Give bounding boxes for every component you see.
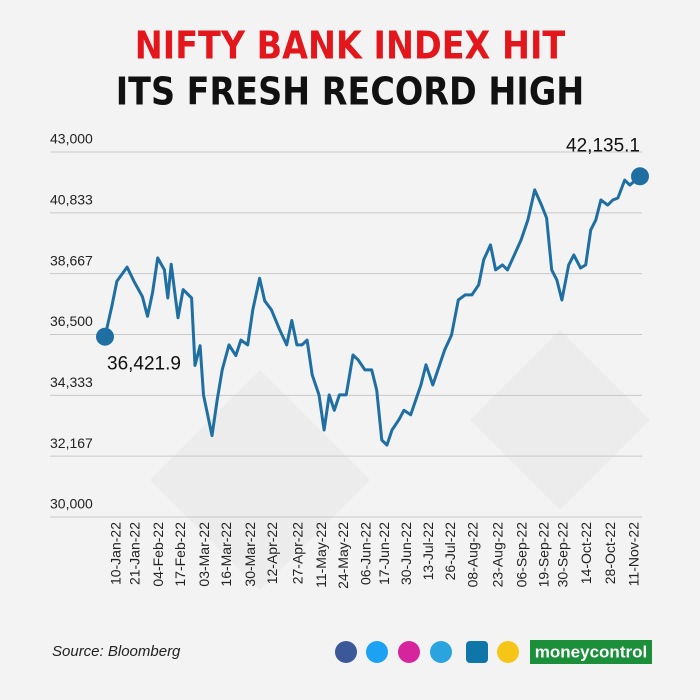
y-tick-label: 34,333	[50, 374, 93, 390]
y-tick-label: 38,667	[50, 252, 93, 268]
x-tick-label: 10-Jan-22	[108, 522, 124, 585]
icon	[430, 641, 452, 663]
x-tick-label: 14-Oct-22	[578, 522, 594, 584]
icon	[335, 641, 357, 663]
icon	[366, 641, 388, 663]
x-tick-label: 13-Jul-22	[420, 522, 436, 581]
brand-box	[530, 640, 652, 664]
end-marker	[631, 167, 649, 186]
value-label: 42,135.1	[566, 135, 640, 156]
x-tick-label: 11-May-22	[313, 522, 329, 588]
x-tick-label: 23-Aug-22	[490, 522, 506, 588]
x-tick-label: 06-Jun-22	[357, 522, 373, 585]
x-tick-label: 27-Apr-22	[289, 522, 305, 584]
y-tick-label: 43,000	[50, 131, 93, 147]
x-tick-label: 28-Oct-22	[602, 522, 618, 584]
icon	[398, 641, 420, 663]
x-tick-label: 06-Sep-22	[514, 522, 530, 588]
y-tick-label: 30,000	[50, 496, 93, 512]
x-tick-label: 30-Jun-22	[398, 522, 414, 585]
icon	[497, 641, 519, 663]
bg-shape	[470, 330, 650, 510]
source: Source: Bloomberg	[52, 643, 181, 660]
x-tick-label: 26-Jul-22	[442, 522, 458, 581]
x-tick-label: 30-Sep-22	[554, 522, 570, 588]
brand: moneycontrol	[535, 642, 647, 661]
icon	[466, 641, 488, 663]
value-label: 36,421.9	[107, 354, 181, 375]
chart-title: NIFTY BANK INDEX HIT	[135, 25, 566, 69]
y-tick-label: 32,167	[50, 435, 93, 451]
series-line	[103, 175, 641, 447]
x-tick-label: 30-Mar-22	[242, 522, 258, 587]
x-tick-label: 24-May-22	[335, 522, 351, 589]
x-tick-label: 04-Feb-22	[150, 522, 166, 587]
x-tick-label: 16-Mar-22	[218, 522, 234, 587]
social-icons	[335, 641, 519, 663]
y-tick-label: 40,833	[50, 192, 93, 208]
bg-shape	[150, 370, 370, 590]
x-tick-label: 17-Jun-22	[376, 522, 392, 585]
x-tick-label: 21-Jan-22	[126, 522, 142, 585]
y-tick-label: 36,500	[50, 313, 93, 329]
x-tick-label: 03-Mar-22	[196, 522, 212, 587]
x-tick-label: 17-Feb-22	[172, 522, 188, 587]
x-tick-label: 12-Apr-22	[264, 522, 280, 584]
x-tick-label: 19-Sep-22	[536, 522, 552, 588]
chart-subtitle: ITS FRESH RECORD HIGH	[116, 71, 585, 115]
end-marker	[96, 327, 114, 346]
x-tick-label: 08-Aug-22	[464, 522, 480, 588]
x-tick-label: 11-Nov-22	[626, 522, 642, 587]
